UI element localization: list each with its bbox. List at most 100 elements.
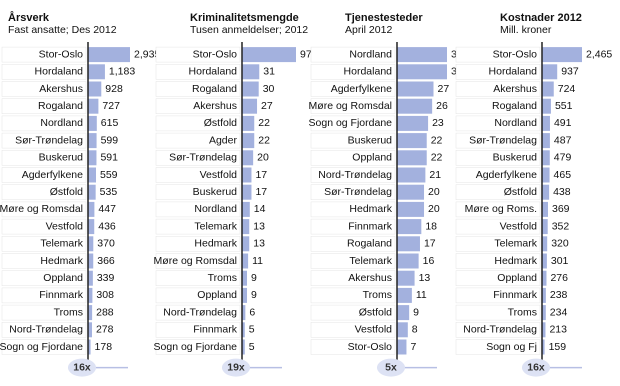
- category-label: Finnmark: [39, 289, 84, 301]
- bar: [242, 270, 248, 286]
- value-label: 13: [253, 220, 265, 232]
- value-label: 727: [102, 100, 120, 112]
- panel-title: Kostnader 2012: [500, 12, 582, 24]
- bar: [397, 150, 427, 166]
- category-label: Sør-Trøndelag: [469, 134, 537, 146]
- panel-title: Kriminalitetsmengde: [190, 12, 299, 24]
- row-bg: [155, 115, 241, 132]
- bar: [397, 305, 410, 321]
- category-label: Hordaland: [189, 66, 238, 78]
- value-label: 551: [555, 100, 573, 112]
- value-label: 559: [100, 169, 118, 181]
- value-label: 9: [251, 289, 257, 301]
- row-bg: [455, 253, 541, 269]
- row-bg: [310, 236, 396, 252]
- bar: [242, 287, 248, 303]
- category-label: Møre og Romsdal: [154, 255, 237, 267]
- annotation: 19x: [227, 361, 245, 373]
- category-label: Nord-Trøndelag: [463, 324, 537, 336]
- bar: [88, 236, 94, 252]
- bar: [88, 270, 93, 286]
- row-bg: [310, 98, 396, 114]
- value-label: 6: [249, 306, 255, 318]
- bar: [397, 236, 420, 252]
- row-bg: [310, 64, 396, 80]
- value-label: 491: [554, 117, 572, 129]
- value-label: 438: [553, 186, 571, 198]
- value-label: 13: [419, 272, 431, 284]
- category-label: Østfold: [359, 306, 392, 318]
- category-label: Akershus: [39, 83, 83, 95]
- category-label: Stor-Oslo: [493, 48, 538, 60]
- bar: [542, 98, 551, 114]
- category-label: Sogn og Fjordane: [309, 117, 393, 129]
- row-bg: [455, 184, 541, 200]
- panel-subtitle: Mill. kroner: [500, 24, 552, 36]
- category-label: Rogaland: [492, 100, 537, 112]
- bar: [88, 115, 97, 131]
- value-label: 238: [550, 289, 568, 301]
- value-label: 724: [558, 83, 576, 95]
- bar: [242, 305, 246, 321]
- value-label: 339: [97, 272, 115, 284]
- row-bg: [455, 322, 541, 338]
- value-label: 27: [437, 83, 449, 95]
- row-bg: [310, 270, 396, 286]
- row-bg: [310, 339, 396, 355]
- category-label: Vestfold: [355, 324, 393, 336]
- value-label: 615: [101, 117, 119, 129]
- bar: [242, 47, 296, 63]
- row-bg: [455, 46, 541, 63]
- bar: [88, 150, 97, 166]
- bar: [397, 115, 429, 131]
- bar: [542, 201, 548, 217]
- bar: [242, 64, 260, 80]
- bar: [242, 236, 250, 252]
- value-label: 599: [101, 134, 119, 146]
- value-label: 2,935: [134, 48, 160, 60]
- category-label: Akershus: [493, 83, 537, 95]
- row-bg: [310, 150, 396, 166]
- row-bg: [455, 201, 541, 218]
- value-label: 18: [425, 220, 437, 232]
- bar: [397, 64, 447, 80]
- value-label: 928: [105, 83, 123, 95]
- panel-title: Årsverk: [8, 11, 50, 24]
- bar: [242, 98, 258, 114]
- value-label: 320: [551, 238, 569, 250]
- category-label: Agderfylkene: [331, 83, 392, 95]
- category-label: Sogn og Fjordane: [154, 341, 238, 353]
- bar: [242, 81, 259, 97]
- row-bg: [1, 150, 87, 166]
- row-bg: [310, 287, 396, 304]
- value-label: 447: [98, 203, 116, 215]
- category-label: Nord-Trøndelag: [9, 324, 83, 336]
- row-bg: [1, 184, 87, 200]
- panel-subtitle: Tusen anmeldelser; 2012: [190, 24, 308, 36]
- bar: [542, 219, 548, 235]
- category-label: Nord-Trøndelag: [318, 169, 392, 181]
- category-label: Stor-Oslo: [193, 48, 238, 60]
- bar: [542, 150, 550, 166]
- row-bg: [455, 270, 541, 286]
- bar: [542, 81, 554, 97]
- category-label: Agderfylkene: [22, 169, 83, 181]
- bar: [88, 201, 95, 217]
- row-bg: [1, 218, 87, 235]
- row-bg: [455, 304, 541, 321]
- bar: [242, 184, 252, 200]
- bar: [88, 47, 130, 63]
- value-label: 308: [96, 289, 114, 301]
- row-bg: [1, 115, 87, 132]
- category-label: Troms: [363, 289, 392, 301]
- value-label: 213: [549, 324, 567, 336]
- value-label: 14: [254, 203, 266, 215]
- bar: [542, 184, 550, 200]
- value-label: 7: [410, 341, 416, 353]
- category-label: Nordland: [349, 48, 392, 60]
- bar: [397, 184, 425, 200]
- bar: [542, 253, 547, 269]
- row-bg: [155, 253, 241, 269]
- annotation: 16x: [527, 361, 545, 373]
